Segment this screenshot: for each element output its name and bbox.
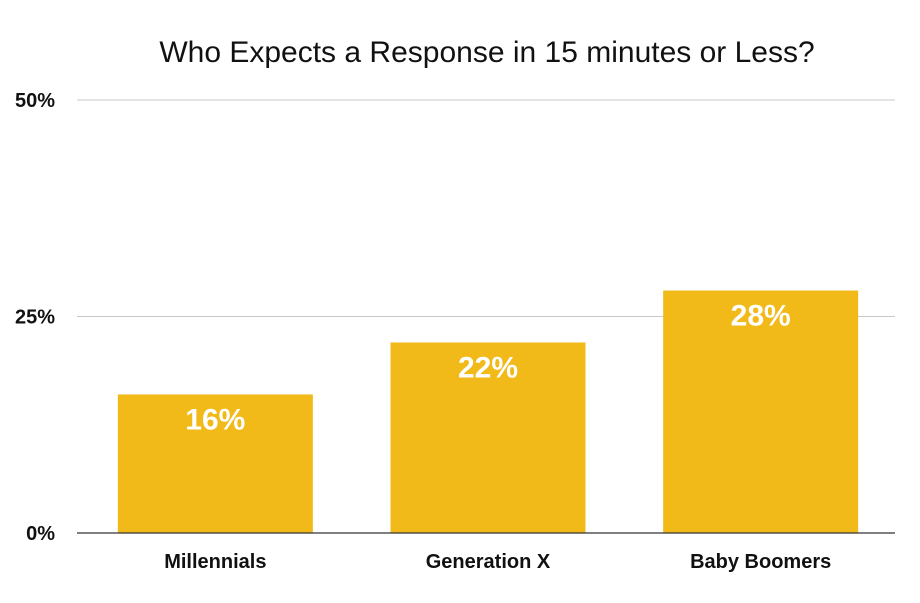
bar (390, 342, 586, 533)
data-label: 16% (185, 403, 245, 436)
bars (117, 290, 859, 533)
x-axis-tick-labels: Millennials Generation X Baby Boomers (164, 551, 831, 573)
data-label: 28% (731, 300, 791, 333)
data-label: 22% (458, 351, 518, 384)
x-tick-label: Baby Boomers (690, 551, 831, 573)
data-labels: 16% 22% 28% (185, 300, 790, 437)
y-axis-tick-labels: 0% 25% 50% (15, 90, 55, 545)
x-tick-label: Generation X (426, 551, 551, 573)
chart-title: Who Expects a Response in 15 minutes or … (159, 36, 814, 69)
y-tick-label: 0% (26, 523, 55, 545)
y-tick-label: 25% (15, 307, 55, 329)
y-tick-label: 50% (15, 90, 55, 112)
bar (117, 394, 313, 533)
gridlines (77, 99, 895, 317)
x-tick-label: Millennials (164, 551, 266, 573)
bar (663, 290, 859, 533)
